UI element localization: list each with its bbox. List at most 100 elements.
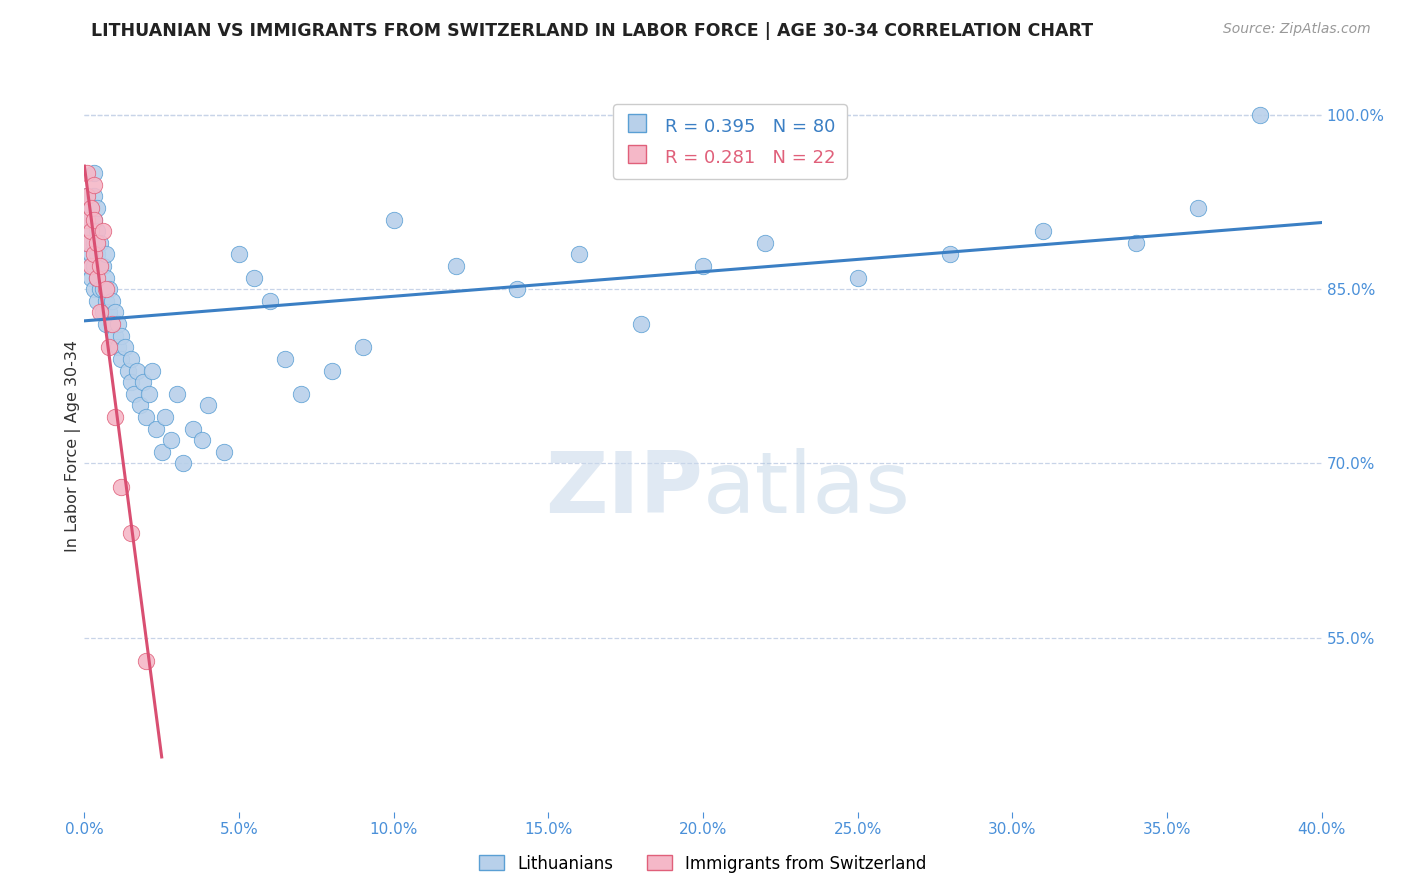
Point	[274, 351, 297, 366]
Point	[125, 363, 148, 377]
Point	[135, 409, 157, 424]
Point	[89, 305, 111, 319]
Point	[79, 270, 101, 285]
Point	[76, 235, 98, 250]
Point	[86, 224, 108, 238]
Legend: Lithuanians, Immigrants from Switzerland: Lithuanians, Immigrants from Switzerland	[472, 848, 934, 880]
Point	[110, 480, 132, 494]
Point	[122, 386, 145, 401]
Point	[94, 317, 117, 331]
Point	[89, 282, 111, 296]
Point	[86, 270, 108, 285]
Point	[91, 224, 114, 238]
Point	[181, 421, 204, 435]
Legend: R = 0.395   N = 80, R = 0.281   N = 22: R = 0.395 N = 80, R = 0.281 N = 22	[613, 104, 846, 178]
Point	[1187, 201, 1209, 215]
Point	[150, 445, 173, 459]
Point	[83, 166, 105, 180]
Point	[76, 235, 98, 250]
Point	[107, 340, 129, 354]
Point	[79, 259, 101, 273]
Text: ZIP: ZIP	[546, 449, 703, 532]
Point	[94, 282, 117, 296]
Point	[444, 259, 467, 273]
Point	[120, 526, 142, 541]
Point	[1125, 235, 1147, 250]
Point	[259, 293, 281, 308]
Point	[98, 282, 121, 296]
Point	[86, 247, 108, 261]
Point	[212, 445, 235, 459]
Point	[76, 189, 98, 203]
Point	[79, 201, 101, 215]
Point	[321, 363, 343, 377]
Point	[83, 189, 105, 203]
Point	[846, 270, 869, 285]
Point	[86, 270, 108, 285]
Point	[83, 178, 105, 192]
Point	[101, 293, 124, 308]
Point	[382, 212, 405, 227]
Point	[86, 235, 108, 250]
Text: LITHUANIAN VS IMMIGRANTS FROM SWITZERLAND IN LABOR FORCE | AGE 30-34 CORRELATION: LITHUANIAN VS IMMIGRANTS FROM SWITZERLAN…	[91, 22, 1094, 40]
Point	[506, 282, 529, 296]
Point	[120, 351, 142, 366]
Point	[101, 317, 124, 331]
Point	[94, 270, 117, 285]
Point	[79, 224, 101, 238]
Point	[104, 409, 127, 424]
Point	[89, 235, 111, 250]
Point	[104, 305, 127, 319]
Text: Source: ZipAtlas.com: Source: ZipAtlas.com	[1223, 22, 1371, 37]
Point	[568, 247, 591, 261]
Point	[83, 259, 105, 273]
Point	[76, 212, 98, 227]
Point	[197, 398, 219, 412]
Point	[83, 235, 105, 250]
Point	[290, 386, 312, 401]
Point	[83, 247, 105, 261]
Point	[228, 247, 250, 261]
Point	[83, 212, 105, 227]
Point	[132, 375, 155, 389]
Point	[83, 212, 105, 227]
Point	[104, 328, 127, 343]
Point	[107, 317, 129, 331]
Text: atlas: atlas	[703, 449, 911, 532]
Point	[135, 654, 157, 668]
Point	[83, 282, 105, 296]
Point	[98, 340, 121, 354]
Point	[89, 259, 111, 273]
Point	[79, 201, 101, 215]
Point	[352, 340, 374, 354]
Point	[754, 235, 776, 250]
Point	[110, 351, 132, 366]
Point	[191, 433, 214, 447]
Point	[138, 386, 160, 401]
Point	[76, 212, 98, 227]
Point	[89, 259, 111, 273]
Point	[79, 224, 101, 238]
Point	[94, 293, 117, 308]
Point	[79, 247, 101, 261]
Point	[76, 166, 98, 180]
Point	[1032, 224, 1054, 238]
Point	[630, 317, 652, 331]
Point	[1249, 108, 1271, 122]
Point	[91, 259, 114, 273]
Point	[91, 282, 114, 296]
Point	[166, 386, 188, 401]
Point	[141, 363, 163, 377]
Point	[145, 421, 167, 435]
Point	[98, 305, 121, 319]
Point	[110, 328, 132, 343]
Point	[101, 317, 124, 331]
Point	[243, 270, 266, 285]
Point	[692, 259, 714, 273]
Point	[153, 409, 176, 424]
Y-axis label: In Labor Force | Age 30-34: In Labor Force | Age 30-34	[65, 340, 82, 552]
Point	[76, 189, 98, 203]
Point	[120, 375, 142, 389]
Point	[86, 201, 108, 215]
Point	[91, 305, 114, 319]
